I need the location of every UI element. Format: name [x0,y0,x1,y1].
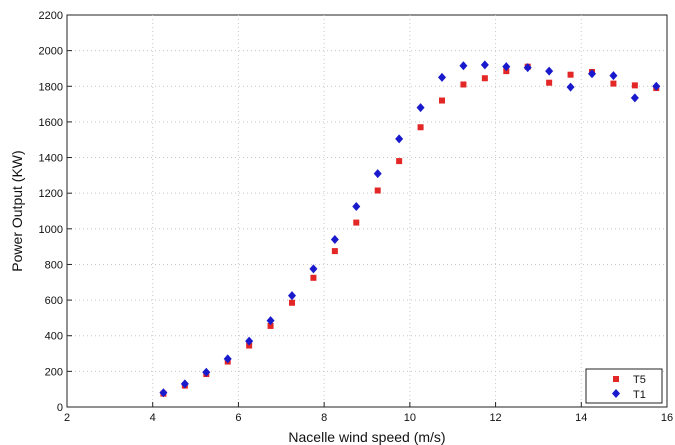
legend: T5 T1 [586,369,662,403]
x-tick-label: 14 [575,412,587,424]
legend-label-t5: T5 [633,374,646,386]
x-tick-label: 6 [235,412,241,424]
y-tick-label: 1800 [39,81,63,93]
y-axis-label: Power Output (KW) [9,150,25,271]
y-tick-label: 0 [57,402,63,414]
legend-box [586,369,662,403]
x-tick-label: 4 [150,412,156,424]
point-t5 [396,158,402,164]
point-t5 [482,75,488,81]
point-t5 [439,98,445,104]
point-t5 [418,124,424,130]
y-tick-label: 800 [45,259,63,271]
point-t5 [546,80,552,86]
x-tick-label: 10 [404,412,416,424]
point-t5 [610,81,616,87]
y-tick-label: 1400 [39,153,63,165]
y-tick-label: 1600 [39,117,63,129]
plot-area [67,15,667,407]
point-t5 [632,82,638,88]
point-t5 [332,248,338,254]
x-tick-label: 12 [489,412,501,424]
legend-label-t1: T1 [633,389,646,401]
y-tick-label: 600 [45,295,63,307]
point-t5 [310,275,316,281]
y-tick-label: 400 [45,331,63,343]
y-tick-label: 2000 [39,46,63,58]
point-t5 [289,300,295,306]
legend-marker-t5 [613,376,619,382]
x-tick-label: 16 [661,412,673,424]
y-tick-label: 200 [45,366,63,378]
point-t5 [375,188,381,194]
x-tick-label: 8 [321,412,327,424]
point-t5 [353,220,359,226]
y-tick-label: 1200 [39,188,63,200]
point-t5 [568,72,574,78]
y-tick-label: 1000 [39,224,63,236]
x-axis-label: Nacelle wind speed (m/s) [288,429,445,445]
point-t5 [460,81,466,87]
y-tick-label: 2200 [39,10,63,22]
x-tick-label: 2 [64,412,70,424]
